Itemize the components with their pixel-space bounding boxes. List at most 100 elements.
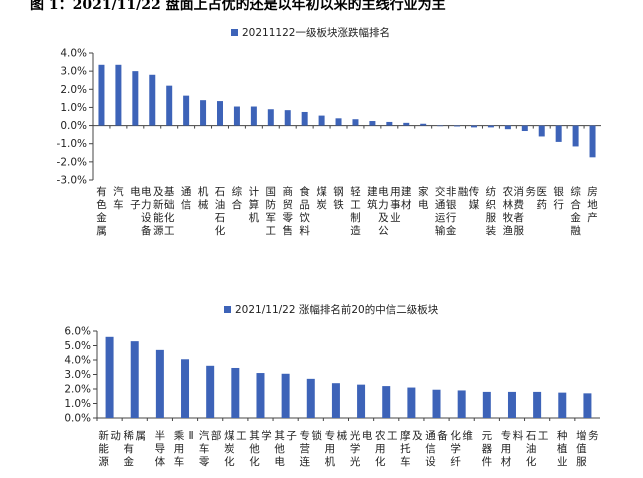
bar bbox=[558, 392, 567, 418]
category-label: 化学纤维 bbox=[450, 429, 473, 468]
legend-label-bottom: 2021/11/22 涨幅排名前20的中信二级板块 bbox=[235, 303, 439, 316]
category-label: 农林牧渔 bbox=[503, 185, 514, 237]
bar bbox=[284, 110, 291, 126]
bar bbox=[407, 387, 416, 418]
bar bbox=[267, 109, 274, 126]
bar bbox=[166, 85, 173, 126]
category-label: 稀有金属 bbox=[123, 429, 146, 468]
bar bbox=[386, 121, 393, 126]
legend-label-top: 20211122一级板块涨跌幅排名 bbox=[242, 26, 390, 39]
y-tick-label: 3.0% bbox=[60, 66, 87, 78]
bar bbox=[155, 349, 164, 418]
category-label: 房地产 bbox=[587, 185, 598, 224]
bar bbox=[200, 100, 207, 126]
category-label: 医药 bbox=[536, 186, 547, 211]
category-label: 钢铁 bbox=[333, 185, 344, 211]
bar bbox=[233, 106, 240, 126]
legend-swatch-top bbox=[231, 29, 238, 36]
bar bbox=[420, 123, 427, 126]
bar bbox=[318, 115, 325, 126]
category-label: 有色金属 bbox=[96, 185, 107, 237]
bar bbox=[589, 125, 596, 158]
bar bbox=[538, 125, 545, 137]
category-label: 其他化学 bbox=[249, 429, 272, 468]
category-label: 专用材料 bbox=[501, 429, 524, 468]
category-label: 银行 bbox=[553, 185, 564, 211]
category-label: 增值服务 bbox=[576, 429, 599, 468]
category-label: 汽车 bbox=[113, 185, 124, 211]
y-tick-label: 2.0% bbox=[60, 84, 87, 96]
category-label: 基础化工 bbox=[164, 185, 175, 237]
category-label: 非银行金融 bbox=[446, 186, 469, 237]
category-label: 纺织服装 bbox=[486, 185, 497, 237]
bar bbox=[487, 125, 494, 128]
category-label: 综合金融 bbox=[570, 185, 581, 237]
category-label: 石油石化 bbox=[215, 186, 226, 237]
bar bbox=[432, 389, 441, 418]
bar bbox=[357, 384, 366, 418]
category-label: 新能源动 bbox=[98, 429, 121, 468]
chart-top-industry-ranking: 20211122一级板块涨跌幅排名 4.0% 3.0% 2.0% 1.0% 0.0% -1… bbox=[57, 26, 601, 237]
bar bbox=[115, 64, 122, 126]
y-tick-label: 5.0% bbox=[64, 340, 91, 352]
category-label: 通信 bbox=[181, 186, 192, 211]
category-label: 传媒 bbox=[469, 186, 480, 211]
category-label: 消费者服务 bbox=[514, 185, 537, 237]
category-labels-bottom: 新能源动 稀有金属 半导体乘用车Ⅱ 汽车零部 煤炭化工 其他化学 其他电子 专营连锁 专用机械光… bbox=[98, 429, 599, 468]
bar bbox=[217, 101, 223, 126]
bar bbox=[572, 125, 579, 147]
y-tick-label: 6.0% bbox=[64, 326, 91, 338]
category-label: 种植业 bbox=[557, 429, 568, 468]
bar bbox=[98, 64, 105, 126]
bar bbox=[403, 122, 410, 126]
y-tick-label: 0.0% bbox=[64, 413, 91, 425]
bar bbox=[105, 336, 114, 418]
category-label: 农用化工 bbox=[375, 429, 398, 468]
bar bbox=[256, 373, 265, 418]
bar bbox=[231, 367, 240, 418]
category-label: 专用机械 bbox=[325, 429, 348, 468]
category-label: 元器件 bbox=[482, 430, 493, 468]
bar bbox=[533, 391, 542, 418]
bar bbox=[382, 386, 391, 418]
category-label: 通信设备 bbox=[425, 429, 448, 468]
category-label: 光学光电 bbox=[350, 429, 373, 468]
y-axis-top: 4.0% 3.0% 2.0% 1.0% 0.0% -1.0% -2.0% -3.0% bbox=[57, 48, 601, 187]
bars-bottom bbox=[105, 336, 592, 418]
category-label: 家电 bbox=[418, 185, 429, 211]
category-label: 商贸零售 bbox=[282, 185, 293, 237]
bar bbox=[335, 118, 342, 126]
bar bbox=[250, 106, 257, 126]
category-label: 电子 bbox=[130, 185, 141, 211]
category-label: 计算机 bbox=[249, 185, 260, 224]
bar bbox=[457, 390, 466, 418]
bar bbox=[130, 341, 139, 418]
bar bbox=[521, 125, 528, 132]
category-label: 建筑 bbox=[367, 185, 378, 211]
category-label: 石油化工 bbox=[526, 430, 549, 468]
bar bbox=[583, 393, 592, 418]
category-label: 国防军工 bbox=[266, 186, 277, 237]
bar bbox=[206, 365, 215, 418]
category-label: 电力设备及新能源 bbox=[141, 185, 164, 237]
bar bbox=[504, 125, 511, 130]
category-label: 交通运输 bbox=[435, 185, 446, 237]
bar bbox=[454, 125, 461, 127]
y-tick-label: 1.0% bbox=[60, 102, 87, 114]
y-tick-label: 3.0% bbox=[64, 369, 91, 381]
bar bbox=[181, 359, 190, 418]
bar bbox=[482, 391, 491, 418]
y-tick-label: 0.0% bbox=[60, 120, 87, 132]
y-tick-label: 1.0% bbox=[64, 398, 91, 410]
bars-top bbox=[98, 64, 596, 158]
bar bbox=[306, 378, 315, 418]
y-tick-label: -2.0% bbox=[57, 156, 87, 168]
y-tick-label: -3.0% bbox=[57, 175, 87, 187]
bar bbox=[301, 111, 308, 126]
category-label: 建材 bbox=[401, 185, 412, 211]
y-tick-label: 2.0% bbox=[64, 384, 91, 396]
bar bbox=[369, 121, 376, 126]
category-label: 轻工制造 bbox=[350, 185, 361, 237]
chart-bottom-subindustry-top20: 2021/11/22 涨幅排名前20的中信二级板块 6.0% 5.0% 4.0% 3.… bbox=[64, 303, 600, 468]
